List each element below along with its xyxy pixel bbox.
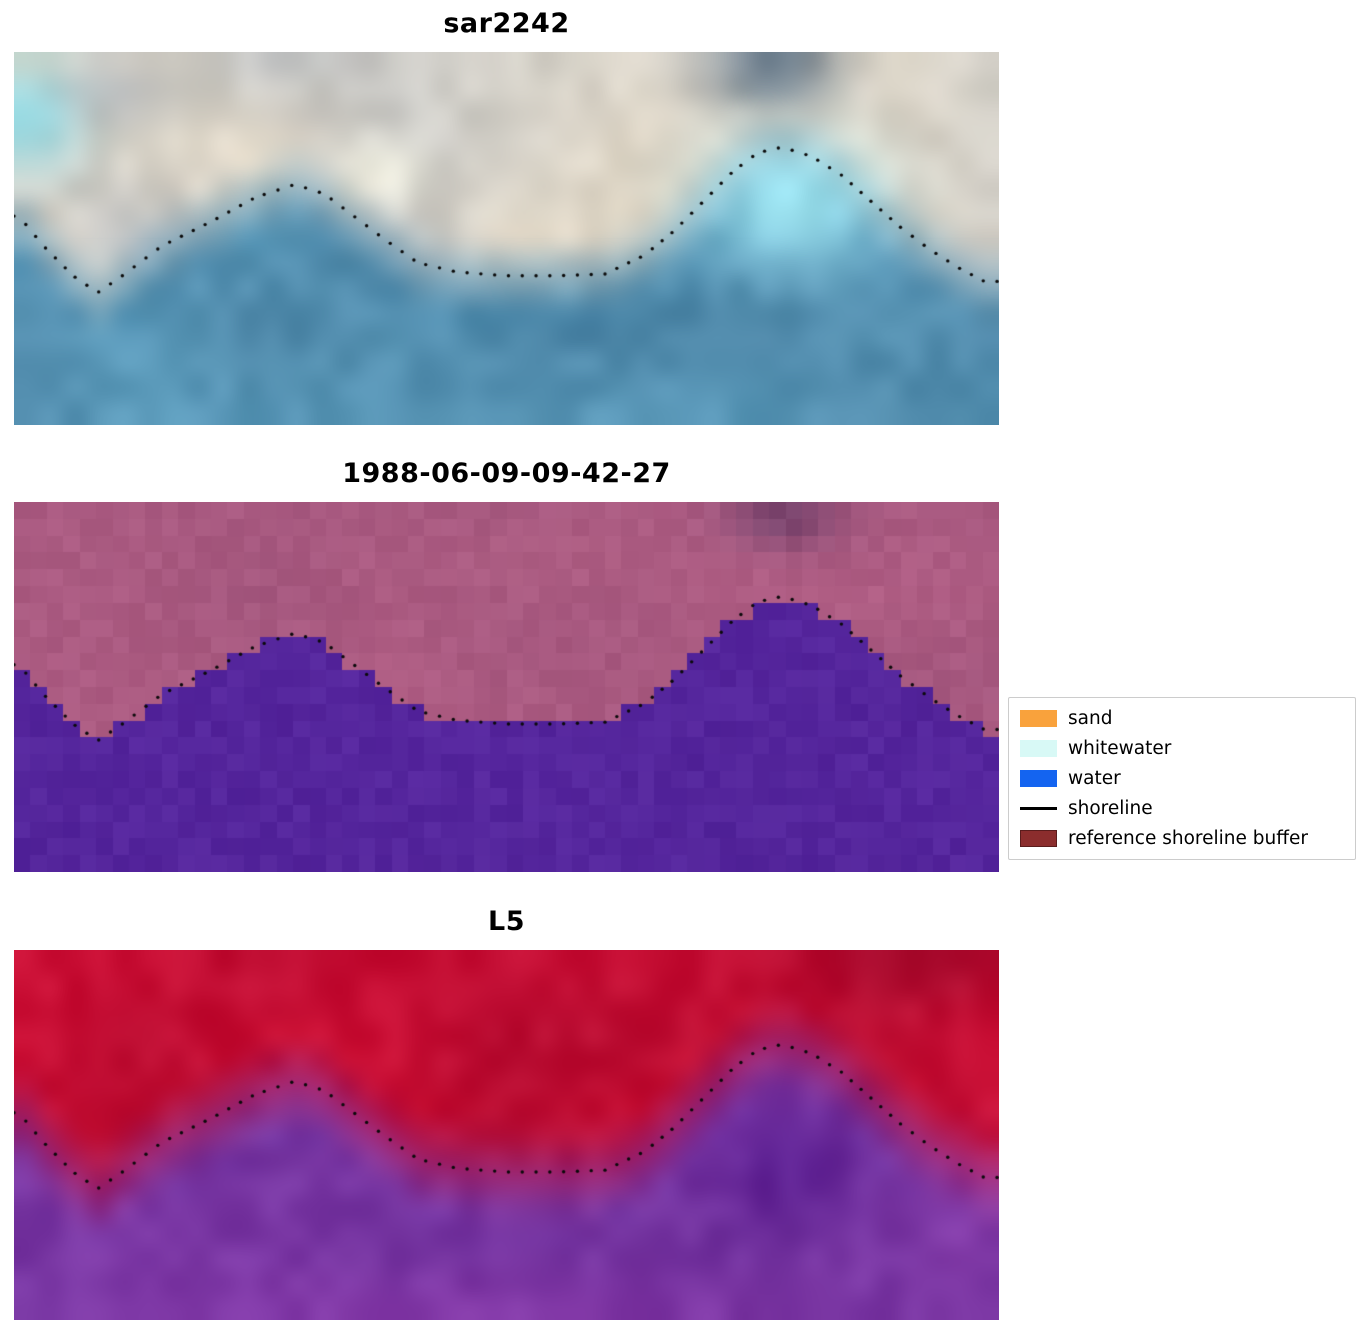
legend-label-water: water	[1068, 768, 1121, 789]
legend-label-whitewater: whitewater	[1068, 738, 1172, 759]
legend: sand whitewater water shoreline reference sh…	[1008, 697, 1356, 860]
legend-item-whitewater: whitewater	[1020, 738, 1344, 759]
legend-swatch-sand	[1020, 710, 1057, 727]
legend-item-water: water	[1020, 768, 1344, 789]
legend-swatch-reference-shoreline-buffer	[1020, 830, 1057, 847]
panel-title-sar2242: sar2242	[443, 8, 570, 39]
panel-title-l5: L5	[488, 906, 525, 937]
legend-item-shoreline: shoreline	[1020, 798, 1344, 819]
legend-swatch-shoreline	[1020, 800, 1057, 817]
legend-item-sand: sand	[1020, 708, 1344, 729]
legend-item-reference-shoreline-buffer: reference shoreline buffer	[1020, 828, 1344, 849]
legend-swatch-whitewater	[1020, 740, 1057, 757]
legend-label-sand: sand	[1068, 708, 1113, 729]
l5-image	[14, 950, 999, 1320]
classified-1988-image	[14, 502, 999, 872]
legend-label-reference-shoreline-buffer: reference shoreline buffer	[1068, 828, 1308, 849]
legend-swatch-water	[1020, 770, 1057, 787]
panel-title-classified-1988: 1988-06-09-09-42-27	[342, 458, 671, 489]
legend-label-shoreline: shoreline	[1068, 798, 1153, 819]
sar2242-image	[14, 52, 999, 425]
